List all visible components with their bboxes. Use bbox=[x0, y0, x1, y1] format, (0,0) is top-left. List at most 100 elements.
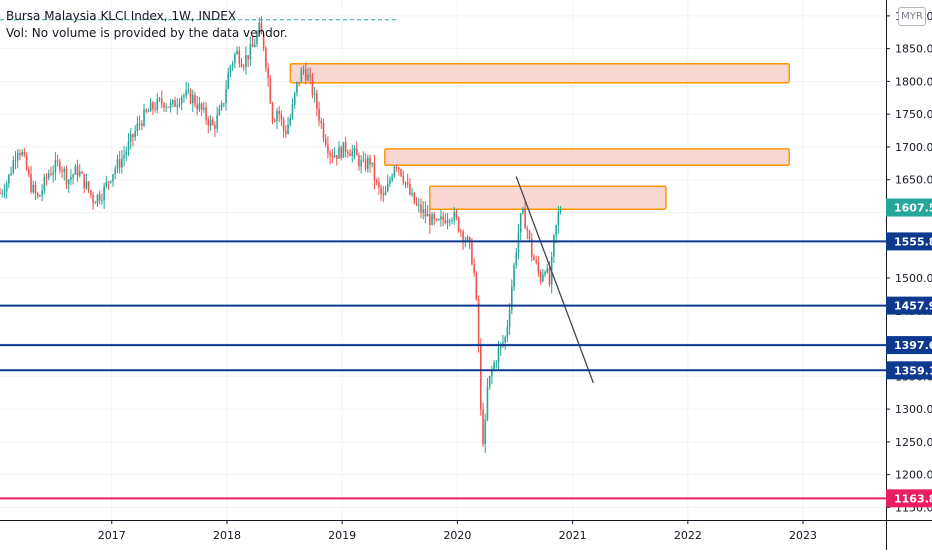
candle-body-27 bbox=[59, 161, 61, 171]
candle-body-57 bbox=[125, 151, 128, 155]
level-badge-3-bg bbox=[886, 361, 932, 380]
candle-body-252 bbox=[557, 212, 560, 226]
candle-body-164 bbox=[362, 159, 365, 161]
currency-badge[interactable]: MYR bbox=[898, 7, 926, 26]
candle-body-198 bbox=[437, 219, 440, 221]
trendline bbox=[515, 176, 594, 384]
candle-body-131 bbox=[289, 117, 292, 125]
candle-body-163 bbox=[360, 160, 362, 167]
candle-body-120 bbox=[265, 48, 267, 68]
last-price-badge-bg bbox=[886, 198, 932, 217]
x-tick-label-2: 2019 bbox=[328, 529, 356, 542]
candle-body-101 bbox=[222, 103, 225, 105]
candle-body-111 bbox=[245, 55, 247, 67]
y-tick-label-8: 1500.00 bbox=[895, 272, 932, 285]
candle-body-71 bbox=[156, 98, 159, 110]
candle-body-136 bbox=[300, 69, 303, 83]
y-tick-label-3: 1750.00 bbox=[895, 108, 932, 121]
candle-body-99 bbox=[218, 108, 221, 116]
candle-body-128 bbox=[282, 119, 285, 131]
candle-body-191 bbox=[422, 209, 424, 213]
candle-body-231 bbox=[511, 286, 513, 311]
candle-body-19 bbox=[41, 190, 43, 196]
candle-body-36 bbox=[78, 172, 81, 176]
candle-body-116 bbox=[256, 33, 258, 45]
candle-body-150 bbox=[331, 155, 334, 158]
candle-body-7 bbox=[14, 159, 17, 161]
candle-body-15 bbox=[32, 184, 35, 193]
candle-body-224 bbox=[495, 362, 498, 364]
candle-body-240 bbox=[530, 239, 533, 257]
candle-body-3 bbox=[5, 183, 8, 192]
candle-body-161 bbox=[355, 148, 358, 156]
candle-body-149 bbox=[329, 152, 331, 156]
candle-body-16 bbox=[34, 184, 37, 194]
candle-body-21 bbox=[45, 176, 48, 178]
candle-body-26 bbox=[56, 160, 59, 162]
candle-body-14 bbox=[30, 174, 32, 193]
candle-body-66 bbox=[145, 109, 148, 112]
candle-body-8 bbox=[16, 153, 19, 160]
candle-body-247 bbox=[546, 268, 549, 273]
candle-body-205 bbox=[453, 211, 456, 221]
candle-body-183 bbox=[404, 182, 407, 184]
candle-body-145 bbox=[320, 120, 323, 124]
level-badge-3-label: 1359.19 bbox=[894, 364, 932, 377]
candle-body-89 bbox=[196, 104, 198, 110]
candle-body-188 bbox=[415, 203, 418, 205]
candle-body-24 bbox=[52, 172, 54, 175]
y-tick-label-4: 1700.00 bbox=[895, 141, 932, 154]
candle-body-235 bbox=[519, 213, 522, 233]
candle-body-177 bbox=[391, 176, 393, 181]
candle-body-169 bbox=[373, 162, 376, 181]
chart-legend: Bursa Malaysia KLCI Index, 1W, INDEX Vol… bbox=[6, 8, 288, 42]
candle-body-251 bbox=[555, 225, 557, 236]
candle-body-160 bbox=[353, 148, 356, 152]
candle-body-49 bbox=[107, 181, 110, 183]
candle-body-68 bbox=[149, 102, 152, 112]
candle-body-5 bbox=[10, 172, 12, 175]
candle-body-194 bbox=[429, 214, 431, 225]
candle-body-141 bbox=[311, 75, 314, 95]
candle-body-154 bbox=[340, 147, 343, 158]
candle-body-223 bbox=[493, 362, 495, 370]
candle-body-51 bbox=[112, 174, 114, 182]
candle-body-186 bbox=[411, 192, 413, 195]
candle-body-239 bbox=[528, 230, 531, 240]
candle-body-170 bbox=[375, 180, 378, 183]
candle-body-233 bbox=[515, 252, 518, 265]
level-badge-1-bg bbox=[886, 296, 932, 315]
candle-body-242 bbox=[535, 260, 537, 263]
candle-body-47 bbox=[103, 185, 105, 201]
candle-body-25 bbox=[54, 160, 57, 173]
candle-body-168 bbox=[371, 162, 374, 165]
candle-body-246 bbox=[544, 272, 546, 275]
y-tick-label-14: 1200.00 bbox=[895, 469, 932, 482]
candle-body-143 bbox=[316, 93, 318, 109]
candle-body-78 bbox=[172, 100, 174, 104]
candle-body-73 bbox=[160, 98, 163, 104]
candle-body-126 bbox=[278, 110, 280, 114]
candle-body-153 bbox=[338, 147, 340, 159]
candle-body-212 bbox=[468, 237, 471, 242]
candle-body-199 bbox=[440, 216, 442, 220]
candles bbox=[0, 16, 562, 454]
candle-body-137 bbox=[302, 69, 305, 71]
candle-body-108 bbox=[238, 50, 241, 64]
candle-body-110 bbox=[242, 66, 245, 68]
candle-body-248 bbox=[548, 268, 551, 285]
candle-body-227 bbox=[502, 342, 504, 344]
candle-body-44 bbox=[96, 194, 99, 204]
candle-body-236 bbox=[522, 208, 524, 214]
candle-body-28 bbox=[61, 170, 63, 172]
level-badge-2-bg bbox=[886, 336, 932, 355]
candle-body-100 bbox=[220, 103, 223, 109]
candle-body-209 bbox=[462, 231, 464, 242]
level-badge-4-bg bbox=[886, 489, 932, 508]
candle-body-230 bbox=[508, 310, 511, 327]
candle-body-6 bbox=[12, 160, 15, 173]
candle-body-237 bbox=[524, 208, 526, 229]
resistance-zone-0 bbox=[289, 62, 790, 84]
